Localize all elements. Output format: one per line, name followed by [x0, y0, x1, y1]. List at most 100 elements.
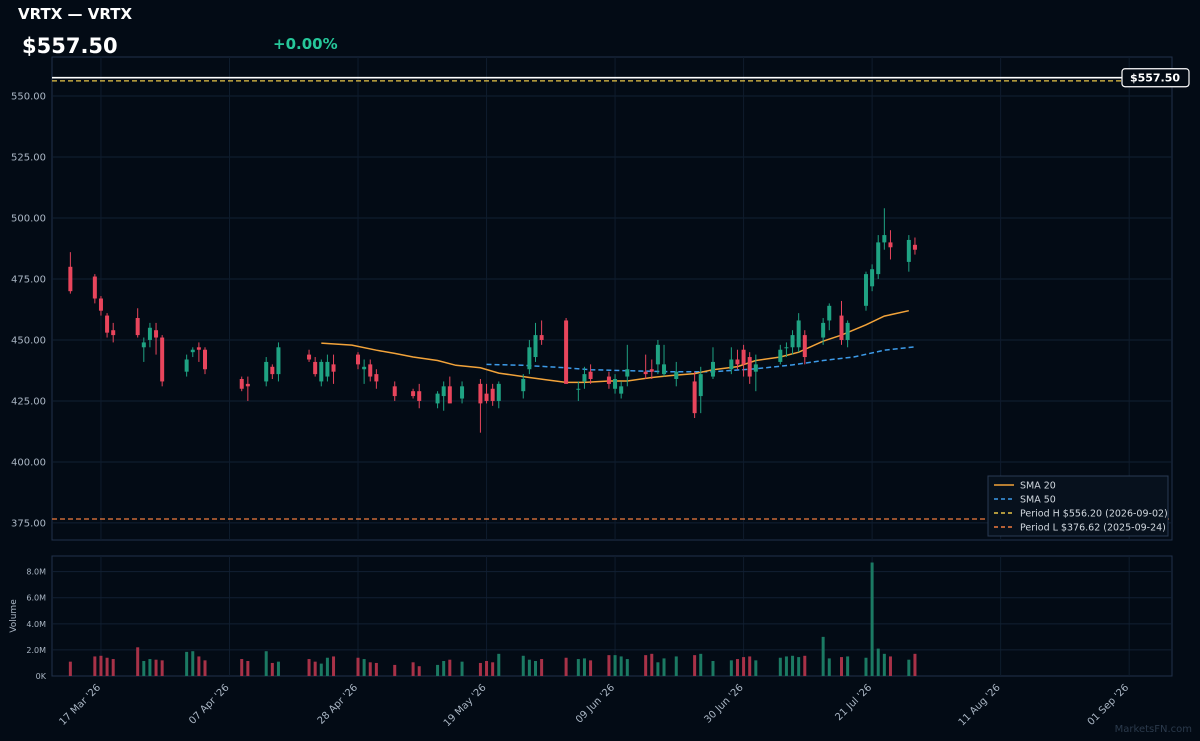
candle-body[interactable]: [582, 374, 587, 382]
volume-bar[interactable]: [613, 655, 617, 676]
candle-body[interactable]: [325, 361, 330, 377]
candle-body[interactable]: [154, 330, 159, 338]
candle-body[interactable]: [790, 335, 795, 348]
candle-body[interactable]: [729, 359, 734, 370]
candle-body[interactable]: [649, 369, 654, 372]
volume-bar[interactable]: [821, 636, 825, 676]
candle-body[interactable]: [625, 369, 630, 377]
candle-body[interactable]: [435, 393, 440, 404]
volume-bar[interactable]: [368, 662, 372, 676]
volume-bar[interactable]: [197, 656, 201, 676]
volume-bar[interactable]: [448, 659, 452, 676]
volume-bar[interactable]: [735, 659, 739, 676]
candle-body[interactable]: [674, 371, 679, 379]
volume-bar[interactable]: [876, 648, 880, 676]
volume-bar[interactable]: [882, 653, 886, 676]
candle-body[interactable]: [484, 393, 489, 401]
candle-body[interactable]: [319, 361, 324, 382]
volume-bar[interactable]: [356, 657, 360, 676]
volume-bar[interactable]: [485, 661, 489, 676]
candle-body[interactable]: [845, 322, 850, 340]
volume-bar[interactable]: [662, 658, 666, 676]
volume-bar[interactable]: [497, 653, 501, 676]
candle-body[interactable]: [441, 386, 446, 397]
volume-bar[interactable]: [778, 657, 782, 676]
volume-bar[interactable]: [564, 657, 568, 676]
volume-bar[interactable]: [411, 662, 415, 676]
candle-body[interactable]: [496, 383, 501, 401]
candle-body[interactable]: [105, 315, 110, 333]
candle-body[interactable]: [478, 383, 483, 404]
candle-body[interactable]: [802, 335, 807, 358]
volume-bar[interactable]: [827, 658, 831, 676]
volume-bar[interactable]: [870, 562, 874, 676]
volume-bar[interactable]: [840, 657, 844, 676]
candle-body[interactable]: [98, 298, 103, 311]
candle-body[interactable]: [141, 342, 146, 348]
volume-bar[interactable]: [246, 661, 250, 676]
candle-body[interactable]: [564, 320, 569, 384]
candle-body[interactable]: [735, 359, 740, 365]
candle-body[interactable]: [539, 335, 544, 340]
candle-body[interactable]: [147, 327, 152, 340]
candle-body[interactable]: [747, 357, 752, 377]
volume-bar[interactable]: [442, 661, 446, 676]
volume-bar[interactable]: [589, 660, 593, 676]
candle-body[interactable]: [356, 354, 361, 365]
volume-bar[interactable]: [460, 661, 464, 676]
volume-bar[interactable]: [742, 657, 746, 676]
volume-bar[interactable]: [264, 651, 268, 676]
candle-body[interactable]: [362, 366, 367, 370]
candle-body[interactable]: [753, 364, 758, 372]
volume-bar[interactable]: [276, 661, 280, 676]
volume-bar[interactable]: [674, 656, 678, 676]
volume-bar[interactable]: [521, 655, 525, 676]
volume-bar[interactable]: [136, 647, 140, 676]
volume-bar[interactable]: [374, 662, 378, 676]
volume-bar[interactable]: [748, 656, 752, 676]
volume-bar[interactable]: [491, 662, 495, 676]
candle-body[interactable]: [870, 269, 875, 287]
volume-bar[interactable]: [362, 659, 366, 676]
candle-body[interactable]: [527, 347, 532, 370]
volume-bar[interactable]: [650, 653, 654, 676]
candle-body[interactable]: [521, 379, 526, 392]
volume-bar[interactable]: [185, 651, 189, 676]
volume-bar[interactable]: [803, 655, 807, 676]
volume-bar[interactable]: [393, 664, 397, 676]
volume-bar[interactable]: [754, 660, 758, 676]
candle-body[interactable]: [863, 274, 868, 306]
candle-body[interactable]: [741, 349, 746, 365]
volume-bar[interactable]: [142, 661, 146, 676]
candle-body[interactable]: [460, 386, 465, 399]
candle-body[interactable]: [276, 347, 281, 375]
volume-bar[interactable]: [527, 659, 531, 676]
candle-body[interactable]: [160, 337, 165, 382]
candle-body[interactable]: [196, 347, 201, 350]
volume-bar[interactable]: [729, 660, 733, 676]
volume-bar[interactable]: [417, 666, 421, 676]
volume-bar[interactable]: [105, 657, 109, 676]
volume-bar[interactable]: [160, 660, 164, 676]
volume-bar[interactable]: [625, 659, 629, 676]
volume-bar[interactable]: [711, 661, 715, 676]
volume-bar[interactable]: [644, 655, 648, 676]
candle-body[interactable]: [888, 242, 893, 248]
volume-bar[interactable]: [791, 655, 795, 676]
candle-body[interactable]: [270, 366, 275, 375]
candle-body[interactable]: [239, 379, 244, 389]
candle-body[interactable]: [307, 354, 312, 360]
candle-body[interactable]: [882, 235, 887, 243]
candle-body[interactable]: [710, 361, 715, 377]
candle-body[interactable]: [331, 364, 336, 372]
candle-body[interactable]: [135, 318, 140, 336]
volume-bar[interactable]: [307, 659, 311, 676]
volume-bar[interactable]: [607, 655, 611, 676]
volume-bar[interactable]: [313, 661, 317, 676]
volume-bar[interactable]: [656, 662, 660, 676]
candle-body[interactable]: [619, 386, 624, 394]
volume-bar[interactable]: [111, 659, 115, 676]
volume-bar[interactable]: [907, 659, 911, 676]
candle-body[interactable]: [392, 386, 397, 397]
